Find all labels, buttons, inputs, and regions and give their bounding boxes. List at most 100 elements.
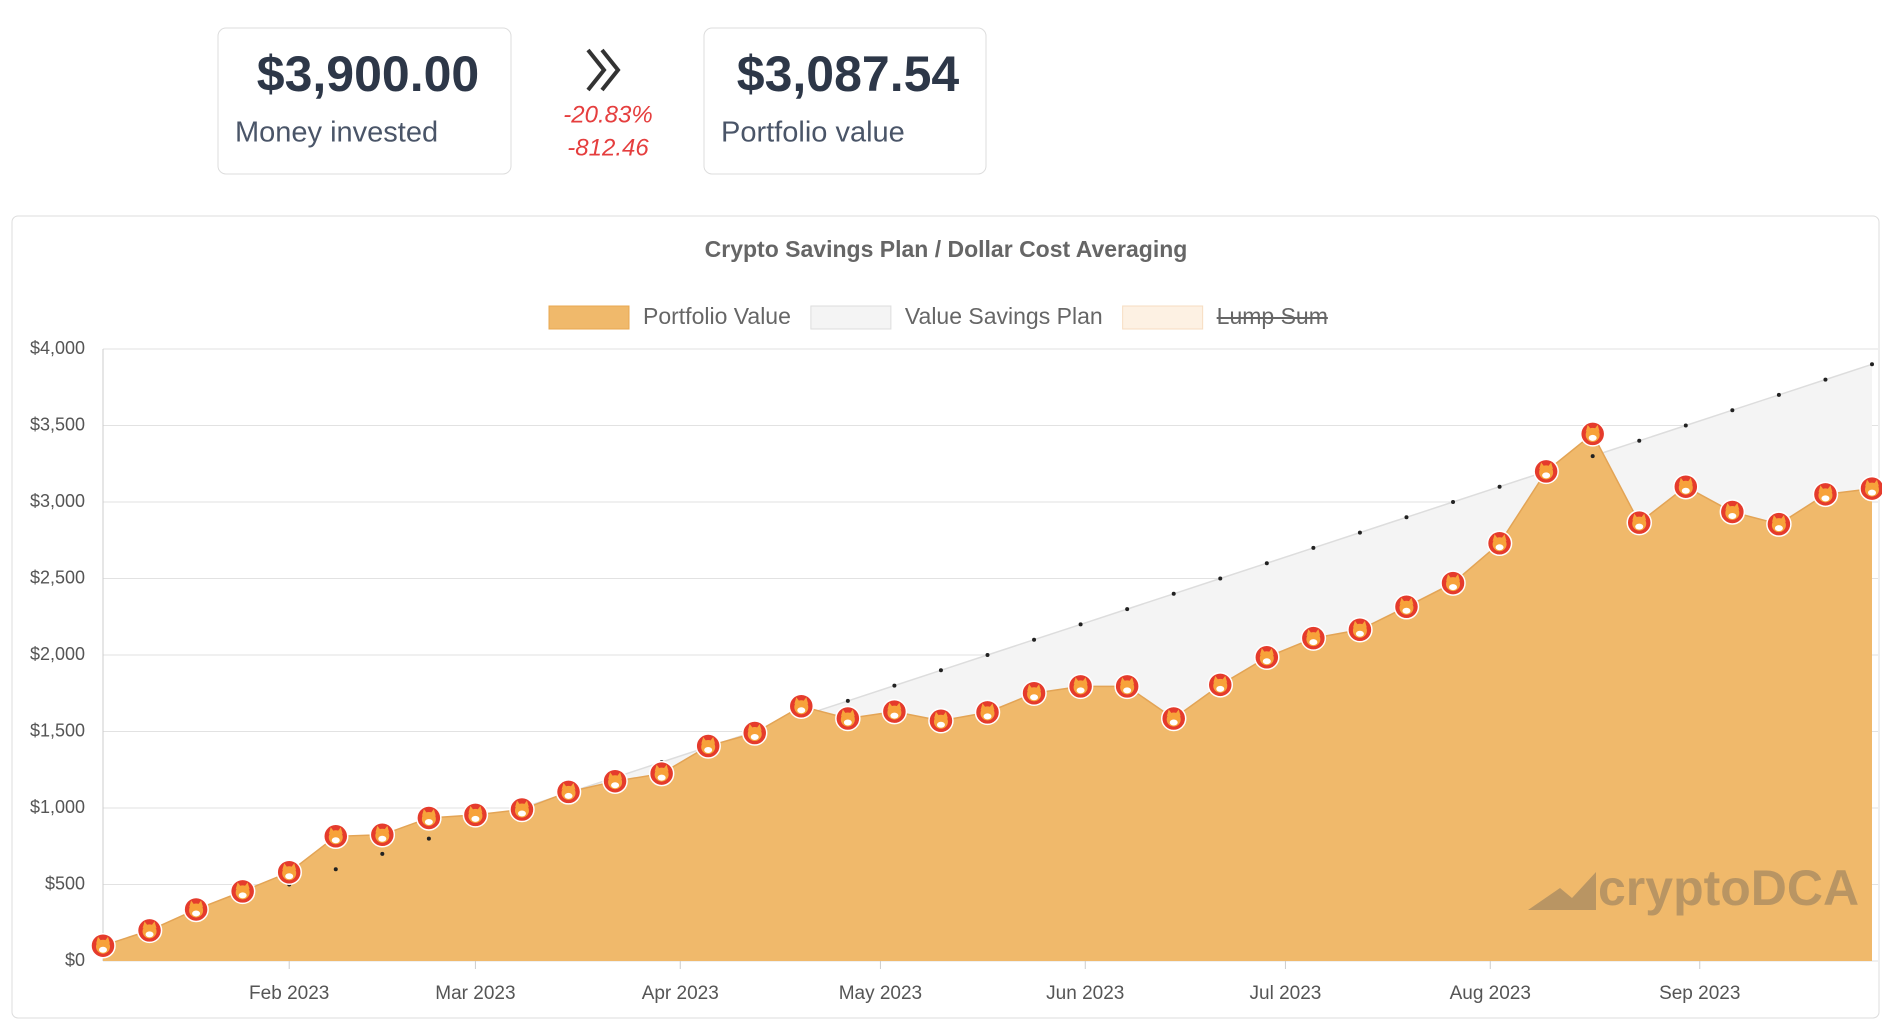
x-tick-label: Jul 2023 <box>1250 983 1322 1004</box>
coin-ears <box>1446 574 1461 582</box>
coin-marker <box>136 917 163 944</box>
plot: $0 $500 $1,000 $1,500 $2,000 $2,500 $3,000 $3,5… <box>30 303 1882 1004</box>
coin-marker <box>1393 594 1420 620</box>
coin-marker <box>1300 625 1327 651</box>
coin-marker <box>90 932 116 959</box>
coin-snout <box>704 747 713 754</box>
coin-snout <box>890 712 899 719</box>
coin-marker <box>1440 570 1466 596</box>
coin-snout <box>1216 685 1225 692</box>
coin-snout <box>424 818 433 825</box>
plan-point <box>1637 438 1642 443</box>
coin-snout <box>1542 472 1551 479</box>
plan-point <box>1497 484 1502 489</box>
coin-marker <box>462 802 489 828</box>
coin-ears <box>235 882 250 890</box>
coin-snout <box>797 707 806 714</box>
coin-marker <box>369 822 396 848</box>
coin-snout <box>936 721 945 728</box>
coin-ears <box>1632 513 1647 521</box>
coin-snout <box>1355 630 1364 637</box>
x-tick-label: Jun 2023 <box>1046 983 1124 1004</box>
coin-marker <box>648 760 675 787</box>
legend-label[interactable]: Portfolio Value <box>643 303 791 329</box>
coin-marker <box>509 796 535 823</box>
y-tick-label: $1,500 <box>30 720 85 740</box>
coin-ears <box>421 808 436 816</box>
coin-snout <box>145 931 154 938</box>
plan-point <box>380 851 385 856</box>
coin-snout <box>657 774 666 781</box>
coin-marker <box>555 779 582 805</box>
plan-point <box>1264 561 1269 566</box>
y-tick-label: $500 <box>45 873 85 893</box>
coin-snout <box>1728 512 1737 519</box>
coin-snout <box>1635 523 1644 530</box>
plan-point <box>1171 591 1176 596</box>
coin-snout <box>1169 719 1178 726</box>
chart-title: Crypto Savings Plan / Dollar Cost Averag… <box>705 236 1188 262</box>
coin-ears <box>794 697 809 705</box>
watermark-text: cryptoDCA <box>1598 860 1859 916</box>
coin-marker <box>416 805 442 831</box>
coin-ears <box>1213 675 1228 683</box>
coin-snout <box>611 782 620 789</box>
plan-point <box>1032 637 1037 642</box>
coin-marker <box>276 859 302 886</box>
plan-point <box>1311 545 1316 550</box>
coin-ears <box>608 772 623 780</box>
watermark-icon <box>1528 872 1596 910</box>
legend-label[interactable]: Lump Sum <box>1217 303 1328 329</box>
coin-marker <box>1021 680 1047 706</box>
coin-marker <box>1673 473 1699 500</box>
coin-ears <box>1865 479 1879 487</box>
coin-marker <box>229 878 256 905</box>
plan-point <box>1078 622 1083 627</box>
y-tick-label: $0 <box>65 950 85 970</box>
coin-snout <box>1588 434 1597 441</box>
coin-ears <box>980 703 995 711</box>
coin-snout <box>1076 687 1085 694</box>
coin-ears <box>747 724 762 732</box>
coin-snout <box>238 892 247 899</box>
plan-point <box>845 698 850 703</box>
coin-marker <box>1579 421 1606 447</box>
plan-point <box>892 683 897 688</box>
coin-snout <box>378 835 387 842</box>
plan-point <box>1730 408 1735 413</box>
coin-ears <box>1166 709 1181 717</box>
y-tick-label: $3,000 <box>30 491 85 511</box>
coin-ears <box>328 827 343 835</box>
coin-snout <box>1868 489 1876 496</box>
legend-label[interactable]: Value Savings Plan <box>905 303 1103 329</box>
plan-point <box>1404 515 1409 520</box>
coin-ears <box>96 936 110 944</box>
plan-point <box>1590 454 1595 459</box>
arrow-icon <box>586 48 621 92</box>
coin-snout <box>1681 487 1690 494</box>
invested-label: Money invested <box>235 117 438 149</box>
x-tick-label: Feb 2023 <box>249 983 329 1004</box>
coin-marker <box>1766 511 1792 537</box>
change-amount: -812.46 <box>567 134 649 161</box>
coin-snout <box>1402 607 1411 614</box>
coin-marker <box>974 699 1001 726</box>
coin-marker <box>1486 530 1513 557</box>
coin-marker <box>323 823 349 850</box>
coin-ears <box>1818 485 1833 493</box>
coin-snout <box>1030 694 1039 701</box>
coin-ears <box>1352 620 1367 628</box>
coin-marker <box>1254 644 1280 671</box>
legend-swatch <box>1122 305 1204 330</box>
coin-marker <box>1160 705 1187 732</box>
coin-marker <box>928 708 954 734</box>
coin-ears <box>1120 677 1135 685</box>
coin-marker <box>881 698 908 725</box>
coin-snout <box>517 810 526 817</box>
plan-point <box>1125 607 1130 612</box>
x-tick-label: Aug 2023 <box>1450 983 1531 1004</box>
coin-snout <box>192 910 201 917</box>
coin-marker <box>1347 617 1373 643</box>
plan-point <box>426 836 431 841</box>
